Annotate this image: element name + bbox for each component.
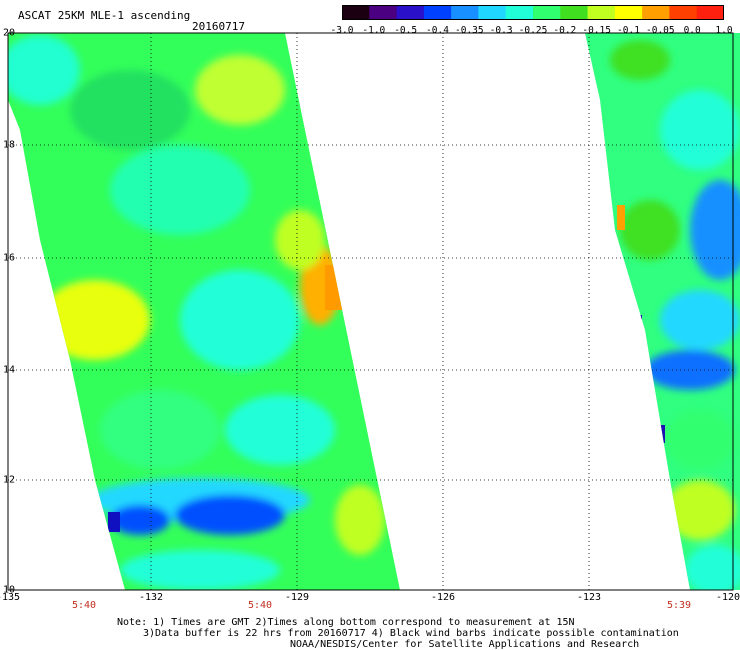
color-scale-segment <box>560 5 589 20</box>
pass-time-label: 5:40 <box>247 600 273 611</box>
color-scale-segment <box>423 5 452 20</box>
map-title: ASCAT 25KM MLE-1 ascending <box>18 9 191 22</box>
latitude-label: 16 <box>3 252 16 264</box>
swath-left <box>8 33 400 590</box>
latitude-label: 18 <box>3 139 16 151</box>
color-scale-tick-label: -1.0 <box>362 25 386 36</box>
color-scale-tick-label: -0.3 <box>489 25 513 36</box>
color-scale-tick-label: -0.25 <box>518 25 548 36</box>
latitude-label: 10 <box>3 584 16 596</box>
color-scale-tick-label: -3.0 <box>330 25 354 36</box>
color-scale-segment <box>505 5 534 20</box>
graticule <box>8 33 733 590</box>
color-scale-bar <box>342 5 724 20</box>
color-scale-segment <box>451 5 479 20</box>
color-scale-segment <box>642 5 670 20</box>
color-scale-tick-label: -0.4 <box>426 25 449 36</box>
color-scale-segment <box>369 5 398 20</box>
pass-time-label: 5:40 <box>71 600 97 611</box>
color-scale-tick-label: 0.0 <box>683 25 701 36</box>
map-date: 20160717 <box>192 20 245 33</box>
color-scale-segment <box>669 5 698 20</box>
note-line-2: 3)Data buffer is 22 hrs from 20160717 4)… <box>143 628 679 639</box>
color-scale-tick-label: -0.5 <box>394 25 418 36</box>
longitude-label: -132 <box>138 592 164 603</box>
longitude-label: -129 <box>284 592 310 603</box>
longitude-label: -135 <box>0 592 21 603</box>
swath-right <box>585 33 740 590</box>
color-scale-tick-label: -0.15 <box>582 25 611 36</box>
latitude-label: 12 <box>3 474 16 486</box>
color-scale-segment <box>533 5 561 20</box>
longitude-label: -123 <box>576 592 602 603</box>
color-scale-tick-label: -0.2 <box>553 25 577 36</box>
latitude-label: 20 <box>3 27 16 39</box>
longitude-label: -120 <box>715 592 740 603</box>
note-line-1: Note: 1) Times are GMT 2)Times along bot… <box>117 617 575 628</box>
color-scale-segment <box>587 5 616 20</box>
longitude-label: -126 <box>430 592 456 603</box>
latitude-label: 14 <box>3 364 16 376</box>
color-scale-segment <box>396 5 425 20</box>
color-scale-segment <box>614 5 643 20</box>
color-scale-tick-label: -0.35 <box>455 25 484 36</box>
color-scale-segment <box>342 5 370 20</box>
pass-time-label: 5:39 <box>666 600 692 611</box>
color-scale-tick-label: -0.05 <box>646 25 675 36</box>
color-scale-tick-label: -0.1 <box>617 25 640 36</box>
color-scale-segment <box>696 5 724 20</box>
note-line-3: NOAA/NESDIS/Center for Satellite Applica… <box>290 639 640 650</box>
color-scale-tick-label: 1.0 <box>715 25 733 36</box>
color-scale-segment <box>478 5 507 20</box>
